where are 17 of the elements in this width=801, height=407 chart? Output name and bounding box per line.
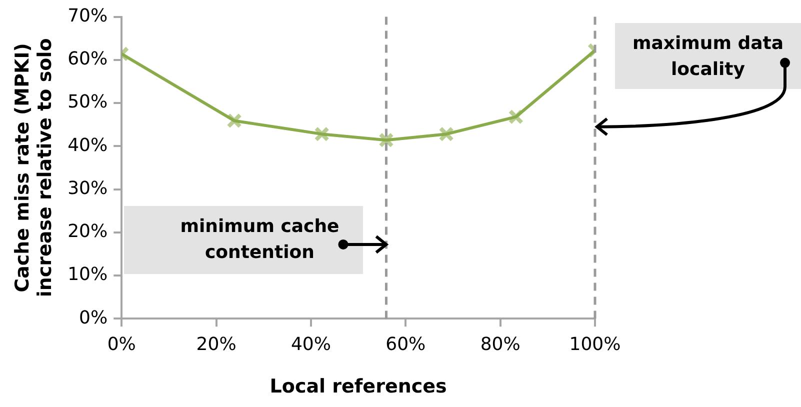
x-tick-label: 20% [196,334,236,356]
x-tick-label: 40% [290,334,331,356]
y-tick-label: 20% [68,221,108,242]
x-tick-label: 80% [480,334,520,356]
y-tick-label: 60% [68,48,108,70]
y-tick-label: 10% [68,264,108,286]
x-tick-label: 60% [386,334,426,356]
x-axis-title: Local references [270,376,447,398]
y-tick-label: 50% [68,92,108,113]
y-axis-title: Cache miss rate (MPKI) increase relative to solo [11,38,56,298]
y-tick-label: 30% [68,178,108,199]
x-tick-label: 0% [107,334,136,356]
annotation: minimum cache contention [180,215,340,266]
y-tick-label: 70% [68,5,108,26]
y-tick-label: 0% [79,307,108,328]
y-tick-label: 40% [68,134,108,156]
x-tick-label: 100% [569,334,621,356]
